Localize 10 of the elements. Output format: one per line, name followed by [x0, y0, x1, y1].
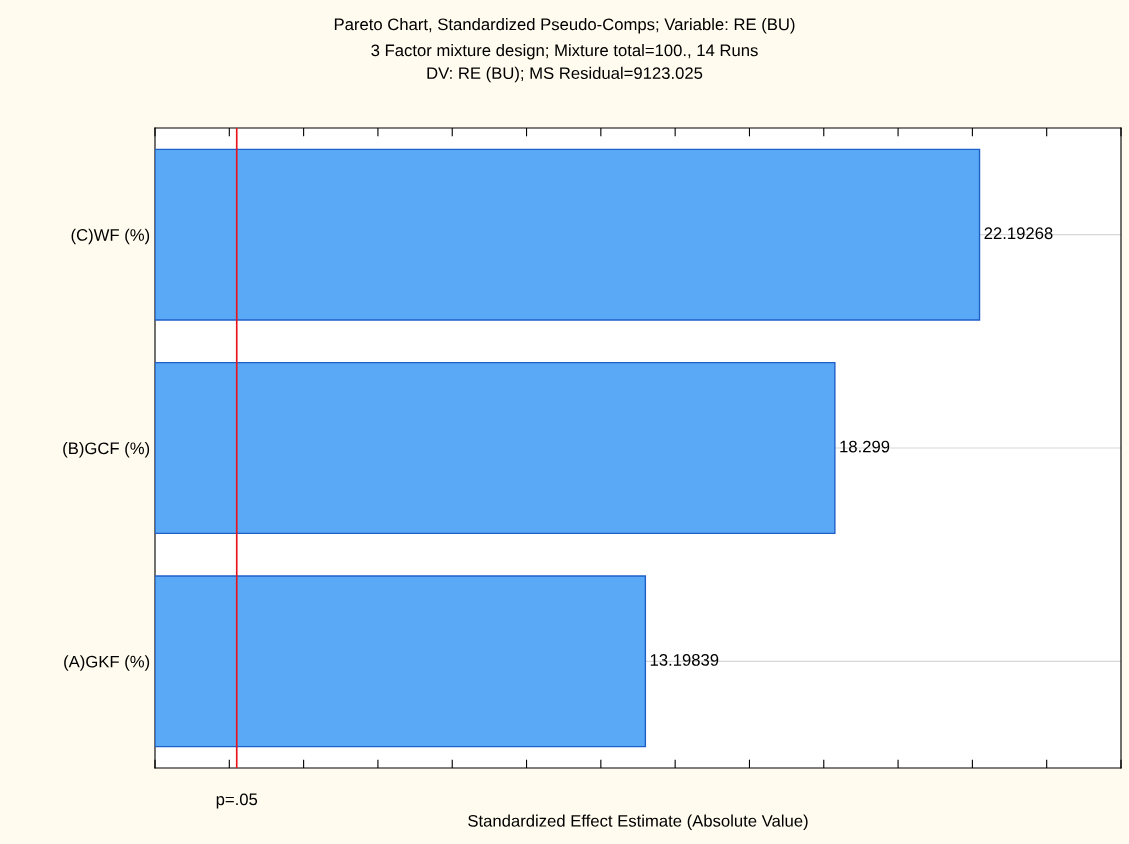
ref-line-label: p=.05	[216, 793, 258, 809]
y-tick-label: (A)GKF (%)	[64, 655, 150, 671]
y-tick-label: (C)WF (%)	[71, 228, 150, 245]
data-label: 13.19839	[650, 654, 719, 666]
x-axis-title: Standardized Effect Estimate (Absolute Value)	[468, 814, 808, 831]
chart-title: Pareto Chart, Standardized Pseudo-Comps; Variable: RE (BU)	[334, 18, 795, 34]
data-label: 18.299	[840, 440, 890, 453]
chart-subtitle: 3 Factor mixture design; Mixture total=100., 14 Runs DV: RE (BU); MS Residual=9123.025	[371, 44, 758, 83]
y-tick-label: (B)GCF (%)	[63, 441, 150, 458]
data-label: 22.19268	[984, 227, 1053, 240]
